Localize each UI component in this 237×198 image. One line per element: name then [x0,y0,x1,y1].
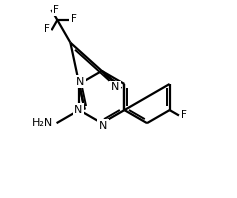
Text: H₂N: H₂N [32,118,54,128]
Text: F: F [44,24,50,34]
Text: N: N [74,105,83,114]
Text: F: F [53,5,59,15]
Text: F: F [181,110,187,121]
Text: F: F [71,14,77,24]
Text: N: N [111,82,119,92]
Text: N: N [76,77,84,87]
Text: N: N [99,121,107,130]
